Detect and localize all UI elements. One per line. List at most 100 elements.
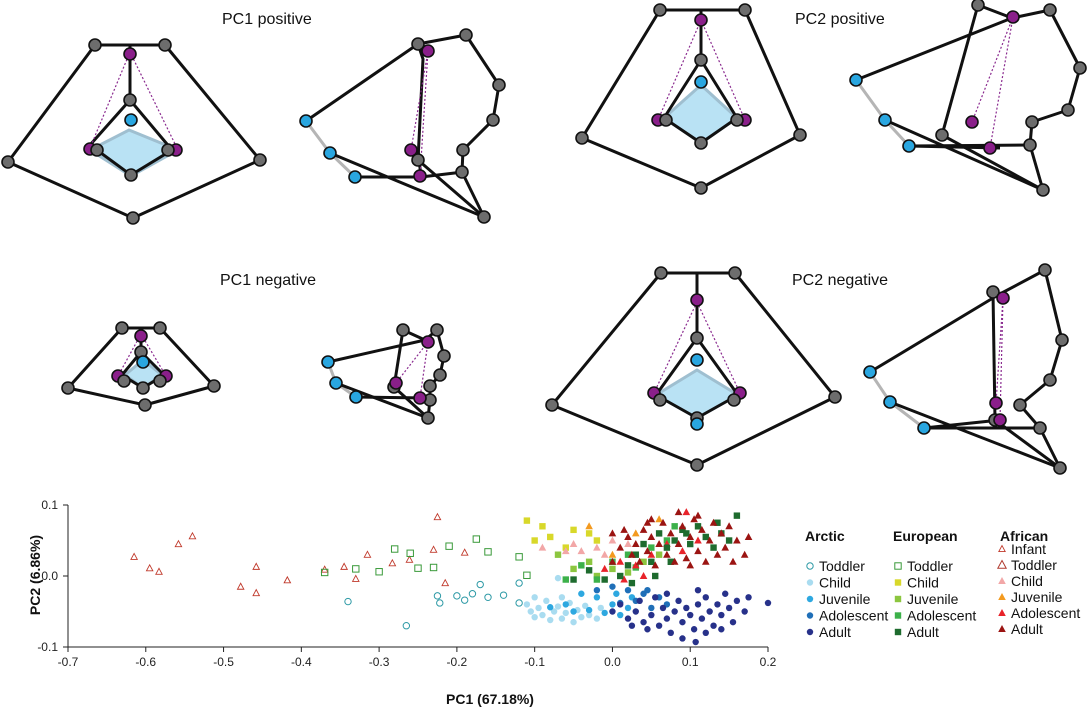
data-point — [640, 558, 647, 565]
data-point — [721, 543, 730, 551]
data-point — [406, 549, 414, 557]
pc1-positive-front-shape — [1, 38, 267, 225]
data-point — [601, 576, 608, 583]
x-tick-label: -0.1 — [524, 655, 545, 669]
data-point — [585, 567, 593, 574]
pc1-negative-side-shape — [321, 323, 451, 425]
data-point — [705, 536, 714, 544]
data-point — [523, 571, 531, 579]
data-point — [698, 525, 706, 533]
data-point — [644, 626, 651, 633]
series-arctic-child — [523, 574, 604, 626]
series-african-child — [538, 536, 632, 558]
data-point — [694, 547, 702, 555]
data-point — [648, 604, 655, 612]
data-point — [687, 611, 694, 619]
data-point — [682, 508, 691, 516]
data-point — [692, 638, 699, 646]
data-point — [570, 565, 577, 573]
y-tick-label: 0.0 — [41, 569, 58, 583]
x-tick-label: 0.0 — [604, 655, 621, 669]
data-point — [663, 544, 671, 551]
legend-label: Toddler — [1011, 557, 1057, 573]
data-point — [570, 608, 577, 615]
data-point — [741, 608, 748, 615]
data-point — [468, 590, 477, 598]
legend-marker — [806, 579, 814, 586]
pc2-positive-side-shape — [849, 0, 1087, 197]
plot-axes: -0.7 -0.6 -0.5 -0.4 -0.3 -0.2 -0.1 0.0 0.1 0.2 0.1… — [37, 498, 776, 669]
data-point — [433, 512, 442, 521]
legend-marker — [806, 562, 814, 570]
data-point — [733, 597, 741, 605]
data-point — [713, 550, 722, 558]
data-point — [236, 582, 245, 590]
data-point — [725, 522, 733, 530]
data-point — [714, 601, 721, 608]
x-tick-label: 0.1 — [682, 655, 699, 669]
data-point — [624, 551, 632, 558]
data-point — [624, 615, 632, 622]
x-tick-label: 0.2 — [760, 655, 777, 669]
data-point — [624, 532, 632, 540]
data-point — [690, 626, 698, 633]
data-point — [722, 590, 729, 597]
legend-label: Toddler — [907, 558, 953, 574]
data-point — [667, 629, 674, 636]
data-point — [663, 550, 671, 558]
data-point — [515, 553, 523, 561]
data-point — [145, 563, 154, 572]
legend-title: Arctic — [805, 528, 845, 544]
data-point — [632, 551, 639, 558]
legend-label: Adult — [1011, 621, 1043, 637]
data-point — [675, 597, 682, 605]
data-point — [351, 574, 360, 582]
shape-diagrams: PC1 positive — [1, 0, 1087, 475]
data-point — [694, 601, 702, 608]
data-point — [554, 551, 562, 558]
data-point — [666, 529, 675, 537]
data-point — [402, 622, 411, 630]
data-point — [655, 540, 663, 548]
data-point — [593, 572, 601, 580]
legend-group-african: AfricanInfantToddlerChildJuvenileAdolesc… — [996, 528, 1080, 637]
data-point — [636, 597, 643, 605]
data-point — [702, 533, 709, 541]
data-point — [709, 518, 718, 526]
data-point — [631, 529, 640, 537]
pc1-negative-front-shape — [61, 321, 221, 412]
data-point — [593, 587, 601, 594]
legend-marker — [894, 562, 902, 570]
data-point — [620, 575, 628, 583]
data-point — [644, 587, 651, 594]
legend-marker — [996, 559, 1008, 569]
data-point — [539, 523, 546, 530]
legend-label: Adult — [819, 624, 851, 640]
data-point — [740, 550, 749, 558]
data-point — [585, 611, 593, 619]
data-point — [729, 557, 737, 565]
series-arctic-toddler — [344, 579, 523, 630]
data-point — [679, 635, 686, 642]
data-point — [663, 590, 671, 597]
series-arctic-juvenile — [547, 590, 636, 619]
data-point — [538, 543, 547, 551]
data-point — [609, 601, 616, 608]
data-point — [639, 525, 648, 533]
data-point — [679, 618, 686, 626]
data-point — [429, 563, 438, 572]
data-point — [683, 530, 690, 537]
legend: ArcticToddlerChildJuvenileAdolescentAdul… — [805, 528, 1080, 640]
data-point — [499, 591, 508, 599]
data-point — [550, 608, 558, 615]
data-point — [155, 567, 163, 575]
y-axis-label: PC2 (6.86%) — [27, 535, 43, 615]
data-point — [429, 545, 438, 553]
data-point — [608, 536, 617, 544]
data-point — [554, 603, 562, 610]
legend-marker — [894, 579, 902, 586]
data-point — [352, 565, 360, 573]
data-point — [344, 597, 352, 606]
x-tick-label: -0.3 — [369, 655, 390, 669]
data-point — [578, 562, 585, 569]
